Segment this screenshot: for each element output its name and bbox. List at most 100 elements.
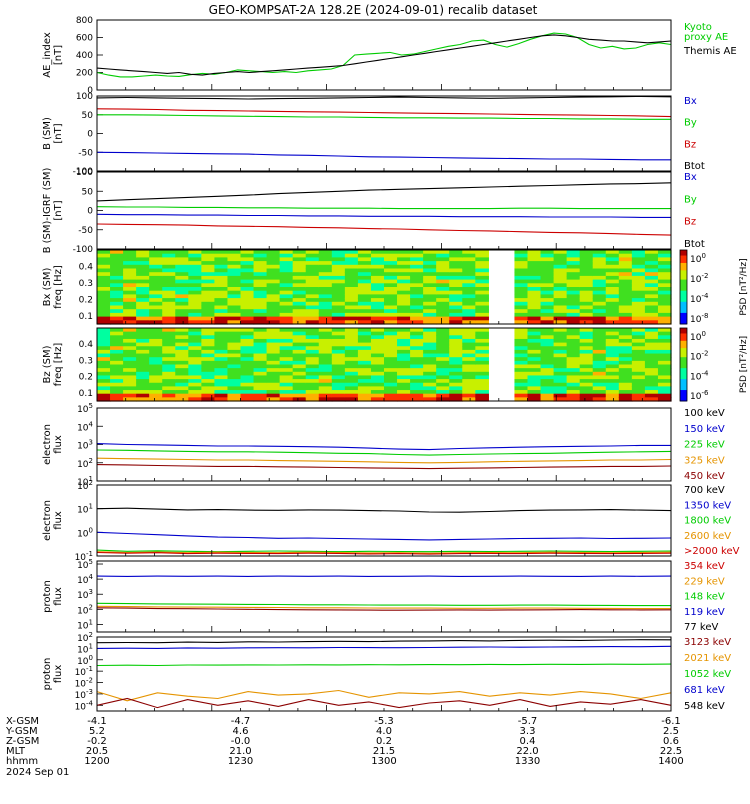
spectrogram-cell [319,294,333,298]
spectrogram-cell [201,386,215,390]
spectrogram-cell [227,361,241,365]
spectrogram-cell [319,383,333,387]
spectrogram-cell [241,386,255,390]
spectrogram-cell [475,287,489,291]
spectrogram-cell [580,261,594,265]
spectrogram-cell [319,357,333,361]
spectrogram-cell [293,291,307,295]
spectrogram-cell [580,368,594,372]
spectrogram-cell [593,375,607,379]
spectrogram-cell [410,335,424,339]
spectrogram-cell [567,250,581,254]
spectrogram-cell [528,298,542,302]
spectrogram-cell [149,383,163,387]
spectrogram-cell [123,283,137,287]
spectrogram-cell [528,287,542,291]
spectrogram-cell [580,383,594,387]
spectrogram-cell [149,390,163,394]
spectrogram-cell [423,302,437,306]
y-axis-label: proton [42,580,53,613]
spectrogram-cell [541,317,555,321]
spectrogram-cell [358,368,372,372]
spectrogram-cell [593,328,607,332]
spectrogram-cell [110,257,124,261]
spectrogram-cell [358,309,372,313]
spectrogram-cell [306,332,320,336]
spectrogram-cell [593,372,607,376]
spectrogram-cell [554,394,568,398]
spectrogram-cell [658,291,672,295]
panel-frame [97,96,671,171]
spectrogram-cell [175,350,189,354]
spectrogram-cell [580,390,594,394]
spectrogram-cell [136,343,150,347]
spectrogram-cell [358,298,372,302]
spectrogram-cell [267,372,281,376]
spectrogram-cell [123,357,137,361]
spectrogram-cell [462,276,476,280]
spectrogram-cell [175,357,189,361]
spectrogram-cell [97,313,111,317]
spectrogram-cell [449,328,463,332]
spectrogram-cell [162,383,176,387]
legend-label: >2000 keV [684,546,740,557]
y-axis-label: [nT] [53,200,64,220]
spectrogram-cell [580,372,594,376]
spectrogram-cell [619,372,633,376]
spectrogram-cell [514,269,528,273]
spectrogram-cell [514,313,528,317]
spectrogram-cell [149,257,163,261]
spectrogram-cell [567,332,581,336]
spectrogram-cell [541,306,555,310]
spectrogram-cell [567,383,581,387]
spectrogram-cell [645,306,659,310]
spectrogram-cell [645,365,659,369]
spectrogram-cell [606,361,620,365]
spectrogram-cell [462,332,476,336]
spectrogram-cell [384,372,398,376]
spectrogram-cell [254,379,268,383]
spectrogram-cell [345,280,359,284]
spectrogram-cell [175,283,189,287]
spectrogram-cell [97,368,111,372]
spectrogram-cell [149,298,163,302]
spectrogram-cell [358,272,372,276]
spectrogram-cell [214,280,228,284]
spectrogram-cell [188,328,202,332]
spectrogram-cell [606,383,620,387]
spectrogram-cell [462,328,476,332]
spectrogram-cell [123,386,137,390]
spectrogram-cell [267,343,281,347]
spectrogram-cell [110,332,124,336]
spectrogram-cell [227,317,241,321]
spectrogram-cell [449,276,463,280]
spectrogram-cell [658,332,672,336]
spectrogram-cell [123,309,137,313]
spectrogram-cell [319,250,333,254]
spectrogram-cell [293,302,307,306]
spectrogram-cell [345,390,359,394]
spectrogram-cell [241,346,255,350]
spectrogram-cell [149,287,163,291]
spectrogram-cell [175,294,189,298]
spectrogram-cell [319,375,333,379]
spectrogram-cell [188,269,202,273]
spectrogram-cell [267,346,281,350]
series-line [97,33,671,77]
spectrogram-cell [423,386,437,390]
spectrogram-cell [580,298,594,302]
spectrogram-cell [162,291,176,295]
spectrogram-cell [306,354,320,358]
spectrogram-cell [580,357,594,361]
spectrogram-cell [658,309,672,313]
spectrogram-cell [554,383,568,387]
spectrogram-cell [162,379,176,383]
spectrogram-cell [384,386,398,390]
spectrogram-cell [201,383,215,387]
spectrogram-cell [332,383,346,387]
spectrogram-cell [280,354,294,358]
spectrogram-cell [214,339,228,343]
spectrogram-cell [227,298,241,302]
spectrogram-cell [227,394,241,398]
